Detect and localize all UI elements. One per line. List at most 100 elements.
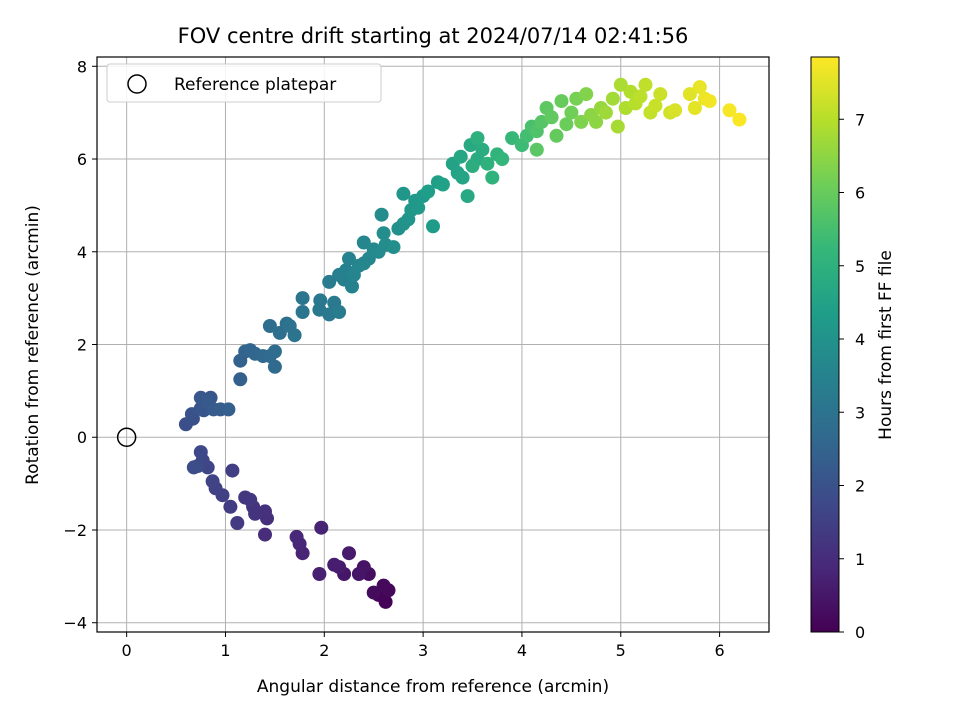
data-point [186, 460, 201, 475]
data-point [470, 131, 485, 146]
data-point [605, 91, 620, 106]
data-point [374, 207, 389, 222]
legend-box [106, 63, 382, 103]
colorbar-tick-label: 5 [855, 257, 865, 276]
y-axis-ticks: −4 −2 0 2 4 6 8 [63, 57, 97, 633]
data-point [692, 80, 707, 95]
data-point [233, 372, 248, 387]
data-point [589, 114, 604, 129]
data-point [485, 170, 500, 185]
chart-title: FOV centre drift starting at 2024/07/14 … [178, 24, 689, 48]
data-point [426, 219, 440, 234]
data-point [554, 94, 569, 109]
colorbar-ticks: 0 1 2 3 4 5 6 7 [839, 110, 865, 642]
colorbar-tick-label: 6 [855, 184, 865, 203]
data-point [598, 105, 613, 120]
data-point [262, 319, 277, 333]
grid-lines [97, 57, 769, 632]
legend-marker-open-circle [127, 74, 147, 94]
data-point [313, 293, 328, 308]
y-tick-label: 4 [77, 243, 87, 262]
data-point [295, 291, 310, 306]
data-point [460, 189, 475, 204]
data-point [223, 499, 238, 514]
data-point [687, 101, 702, 115]
legend-label-reference-platepar: Reference platepar [174, 75, 336, 95]
data-point [453, 149, 468, 164]
data-point [332, 305, 347, 319]
data-point [376, 578, 391, 593]
x-tick-label: 0 [122, 641, 132, 660]
data-point [465, 159, 480, 173]
x-axis-title: Angular distance from reference (arcmin) [257, 677, 609, 697]
y-tick-label: 2 [77, 336, 87, 355]
data-point [574, 114, 589, 129]
data-point [287, 328, 302, 343]
y-tick-label: −2 [63, 521, 87, 540]
colorbar-tick-label: 1 [855, 550, 865, 569]
data-point [579, 87, 594, 102]
x-tick-label: 4 [517, 641, 527, 660]
data-point [480, 156, 495, 171]
data-point [230, 516, 245, 530]
data-point [648, 98, 663, 113]
data-point [559, 117, 574, 132]
data-point [396, 186, 411, 201]
colorbar-tick-label: 4 [855, 330, 865, 349]
legend: Reference platepar [106, 63, 382, 103]
y-tick-label: 6 [77, 150, 87, 169]
data-point [289, 529, 304, 544]
data-point [267, 359, 282, 374]
x-tick-label: 3 [418, 641, 428, 660]
data-point [732, 112, 747, 127]
data-point [421, 184, 436, 199]
data-point [505, 131, 520, 146]
data-point [722, 103, 737, 118]
data-point [248, 506, 263, 521]
colorbar [810, 56, 840, 633]
reference-point-marker [116, 427, 137, 447]
data-point [475, 142, 490, 157]
data-point [345, 279, 359, 294]
data-point [258, 527, 272, 542]
colorbar-title: Hours from first FF file [876, 250, 896, 440]
x-tick-label: 5 [616, 641, 626, 660]
data-point [435, 177, 450, 192]
data-point [549, 128, 564, 143]
data-point [682, 87, 697, 102]
y-tick-label: 0 [77, 428, 87, 447]
colorbar-tick-label: 3 [855, 403, 865, 422]
data-point [314, 520, 329, 535]
data-point [243, 492, 258, 507]
colorbar-tick-label: 7 [855, 110, 865, 129]
x-axis-ticks: 0 1 2 3 4 5 6 [122, 632, 725, 660]
y-axis-title: Rotation from reference (arcmin) [23, 205, 43, 485]
data-point [455, 170, 470, 185]
data-point [638, 77, 653, 92]
y-tick-label: −4 [63, 614, 87, 633]
colorbar-tick-label: 0 [855, 623, 865, 642]
data-point [295, 305, 310, 319]
data-point [193, 445, 208, 460]
x-tick-label: 1 [220, 641, 230, 660]
data-point [221, 402, 236, 417]
data-point [564, 105, 579, 120]
data-point [342, 546, 356, 561]
data-point [386, 240, 401, 255]
colorbar-tick-label: 2 [855, 477, 865, 496]
y-tick-label: 8 [77, 57, 87, 76]
data-point [495, 152, 510, 166]
data-point [327, 557, 342, 572]
data-point [356, 235, 371, 250]
data-point [610, 119, 625, 134]
data-point [312, 567, 327, 581]
data-point [544, 110, 559, 125]
data-point [702, 94, 717, 109]
data-point [267, 344, 282, 359]
data-point [342, 251, 356, 266]
data-point [668, 103, 683, 118]
data-point [529, 142, 544, 157]
data-points [178, 77, 747, 609]
